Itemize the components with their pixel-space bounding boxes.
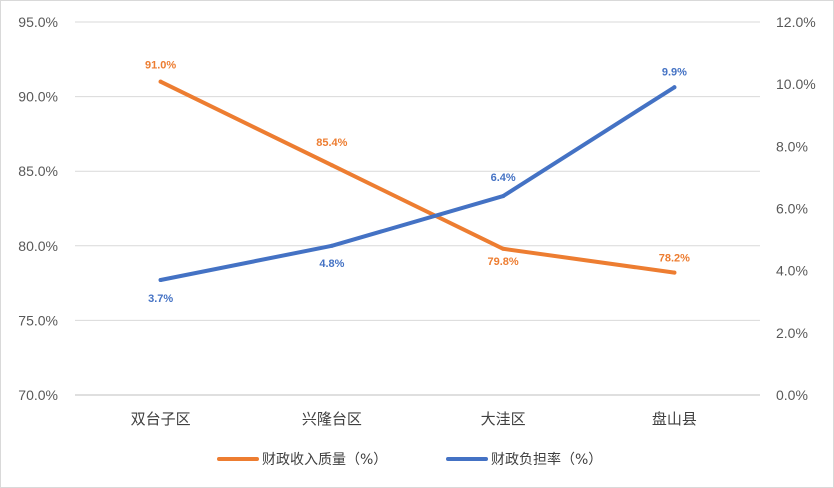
data-label: 78.2%	[659, 253, 690, 265]
legend-label: 财政收入质量（%）	[262, 452, 387, 468]
legend-label: 财政负担率（%）	[491, 451, 602, 468]
right-axis-tick-label: 10.0%	[776, 76, 816, 92]
data-label: 3.7%	[148, 293, 173, 305]
data-point	[672, 270, 677, 275]
data-point	[672, 85, 677, 90]
data-point	[158, 79, 163, 84]
x-axis-category-label: 盘山县	[652, 410, 697, 428]
data-label: 6.4%	[491, 172, 516, 184]
data-point	[158, 277, 163, 282]
x-axis-category-label: 大洼区	[481, 410, 526, 428]
right-axis-tick-label: 12.0%	[776, 14, 816, 30]
left-axis-tick-label: 90.0%	[18, 89, 58, 105]
series-line-1	[158, 85, 677, 282]
x-axis-category-label: 兴隆台区	[302, 410, 362, 428]
data-label: 4.8%	[319, 258, 344, 270]
data-point	[329, 243, 334, 248]
left-axis-tick-label: 85.0%	[18, 163, 58, 179]
data-label: 85.4%	[316, 137, 347, 149]
data-point	[501, 194, 506, 199]
right-axis-tick-label: 4.0%	[776, 263, 808, 279]
series-line-0	[158, 79, 677, 275]
left-axis-tick-label: 95.0%	[18, 14, 58, 30]
right-axis-tick-label: 8.0%	[776, 138, 808, 154]
data-label: 9.9%	[662, 66, 687, 78]
x-axis-category-label: 双台子区	[131, 410, 191, 428]
data-label: 91.0%	[145, 60, 176, 72]
data-label: 79.8%	[488, 256, 519, 268]
data-point	[329, 163, 334, 168]
right-axis-tick-label: 6.0%	[776, 201, 808, 217]
right-axis-tick-label: 2.0%	[776, 325, 808, 341]
right-axis-tick-label: 0.0%	[776, 387, 808, 403]
left-axis-tick-label: 70.0%	[18, 387, 58, 403]
data-point	[501, 246, 506, 251]
left-axis-tick-label: 80.0%	[18, 238, 58, 254]
left-axis-tick-label: 75.0%	[18, 312, 58, 328]
